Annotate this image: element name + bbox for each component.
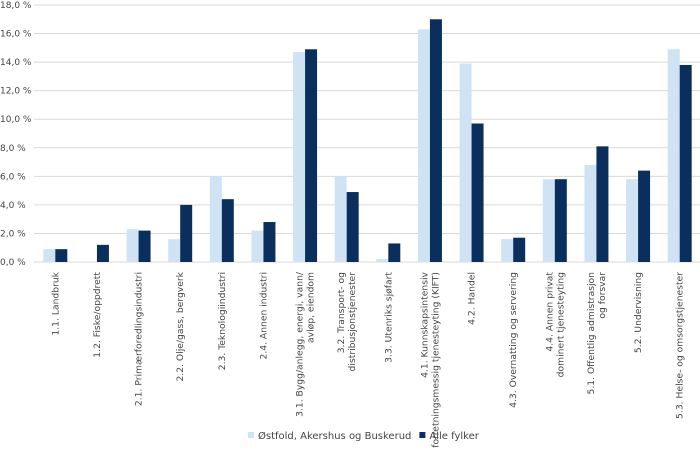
bars [43, 19, 692, 263]
y-axis-ticks: 0,0 % 2,0 % 4,0 % 6,0 % 8,0 % 10,0 % 12,0 % 14,… [0, 1, 32, 268]
x-tick-label: 2.4. Annen industri [258, 272, 269, 360]
x-tick-label-line: dominert tjenesteyting [555, 272, 566, 377]
x-tick-label-line: 5.2. Undervisning [633, 272, 644, 353]
y-tick-label: 10,0 % [0, 115, 32, 125]
bar-all-counties [513, 237, 526, 262]
bar-regional [501, 239, 514, 262]
y-tick-label: 14,0 % [0, 58, 32, 68]
x-tick-label: 2.3. Teknologiindustri [217, 272, 228, 370]
legend-swatch [419, 432, 426, 438]
legend-swatch [248, 432, 254, 438]
bar-all-counties [221, 199, 234, 262]
bar-all-counties [305, 49, 318, 263]
x-tick-label-line: 2.3. Teknologiindustri [217, 272, 228, 370]
x-tick-label: 2.1. Primærforedlingsindustri [134, 272, 145, 406]
bar-all-counties [388, 243, 401, 262]
bar-all-counties [638, 170, 651, 262]
bar-regional [251, 230, 264, 262]
y-tick-label: 8,0 % [0, 144, 26, 154]
x-tick-label: 4.2. Handel [467, 272, 478, 325]
x-tick-label: 5.3. Helse- og omsorgstjenester [675, 272, 686, 419]
x-tick-label-line: 5.1. Offentlig admistrasjon [586, 272, 597, 395]
bar-regional [626, 179, 639, 262]
bar-all-counties [596, 146, 609, 262]
bar-regional [43, 249, 56, 262]
bar-regional [417, 29, 430, 263]
bar-all-counties [263, 222, 276, 262]
bar-regional [209, 176, 222, 262]
y-tick-label: 16,0 % [0, 30, 32, 40]
x-tick-label: 4.1. Kunnskapsintensivforretningsmessig … [419, 271, 441, 447]
bar-regional [667, 49, 680, 263]
x-tick-label: 1.1. Landbruk [50, 271, 61, 335]
x-tick-label-line: 3.2. Transport- og [336, 272, 347, 353]
bar-all-counties [429, 19, 442, 263]
bar-all-counties [55, 249, 68, 262]
x-tick-label-line: 3.1. Bygg/anlegg, energi, vann/ [295, 271, 306, 417]
x-tick-label-line: 2.2. Olje/gass, bergverk [175, 271, 186, 381]
bar-all-counties [96, 244, 109, 262]
x-tick-label: 3.1. Bygg/anlegg, energi, vann/avløp, ei… [295, 271, 317, 417]
bar-regional [293, 52, 306, 262]
x-tick-label-line: 4.3. Overnatting og servering [508, 272, 519, 408]
x-tick-label-line: 1.1. Landbruk [50, 271, 61, 335]
bar-all-counties [679, 64, 692, 262]
x-tick-label-line: distribusjonstjenester [347, 272, 358, 372]
x-tick-label: 3.3. Utenriks sjøfart [383, 272, 394, 363]
x-tick-label: 4.3. Overnatting og servering [508, 272, 519, 408]
bar-regional [126, 229, 139, 262]
y-tick-label: 12,0 % [0, 87, 32, 97]
legend-label: Østfold, Akershus og Buskerud [258, 430, 411, 442]
x-tick-label: 4.4. Annen privatdominert tjenesteyting [544, 272, 566, 378]
x-tick-label: 3.2. Transport- ogdistribusjonstjenester [336, 272, 358, 372]
x-tick-label-line: avløp, eiendom [306, 272, 317, 343]
legend: Østfold, Akershus og Buskerud Alle fylker [248, 430, 480, 442]
bar-all-counties [346, 192, 359, 262]
y-tick-label: 2,0 % [0, 229, 26, 239]
x-tick-label-line: og forsvar [597, 272, 608, 319]
bar-regional [334, 176, 347, 262]
bar-regional [584, 164, 597, 262]
x-tick-label-line: 4.1. Kunnskapsintensiv [419, 271, 430, 377]
x-axis-labels: 1.1. Landbruk 1.2. Fiske/oppdrett 2.1. Pri… [50, 271, 685, 448]
x-tick-label-line: 3.3. Utenriks sjøfart [383, 272, 394, 363]
bar-all-counties [138, 230, 151, 262]
x-tick-label: 2.2. Olje/gass, bergverk [175, 271, 186, 381]
x-tick-label-line: 4.2. Handel [467, 272, 478, 325]
x-tick-label-line: forretningsmessig tjenesteyting (KIFT) [430, 272, 441, 448]
bar-all-counties [554, 179, 567, 262]
bar-all-counties [471, 123, 484, 262]
bar-regional [459, 63, 472, 263]
x-tick-label: 5.2. Undervisning [633, 272, 644, 353]
x-tick-label-line: 5.3. Helse- og omsorgstjenester [675, 272, 686, 419]
bar-regional [168, 239, 181, 262]
x-tick-label-line: 1.2. Fiske/oppdrett [92, 272, 103, 358]
y-tick-label: 4,0 % [0, 201, 26, 211]
bar-all-counties [180, 204, 193, 262]
x-tick-label-line: 4.4. Annen privat [544, 272, 555, 352]
x-tick-label-line: 2.4. Annen industri [258, 272, 269, 360]
x-tick-label: 1.2. Fiske/oppdrett [92, 272, 103, 358]
y-tick-label: 18,0 % [0, 1, 32, 11]
legend-label: Alle fylker [429, 431, 479, 442]
x-tick-label: 5.1. Offentlig admistrasjonog forsvar [586, 272, 608, 395]
bar-regional [542, 179, 555, 262]
y-tick-label: 6,0 % [0, 172, 26, 182]
x-tick-label-line: 2.1. Primærforedlingsindustri [134, 272, 145, 406]
y-tick-label: 0,0 % [0, 258, 26, 268]
bar-regional [376, 259, 389, 262]
